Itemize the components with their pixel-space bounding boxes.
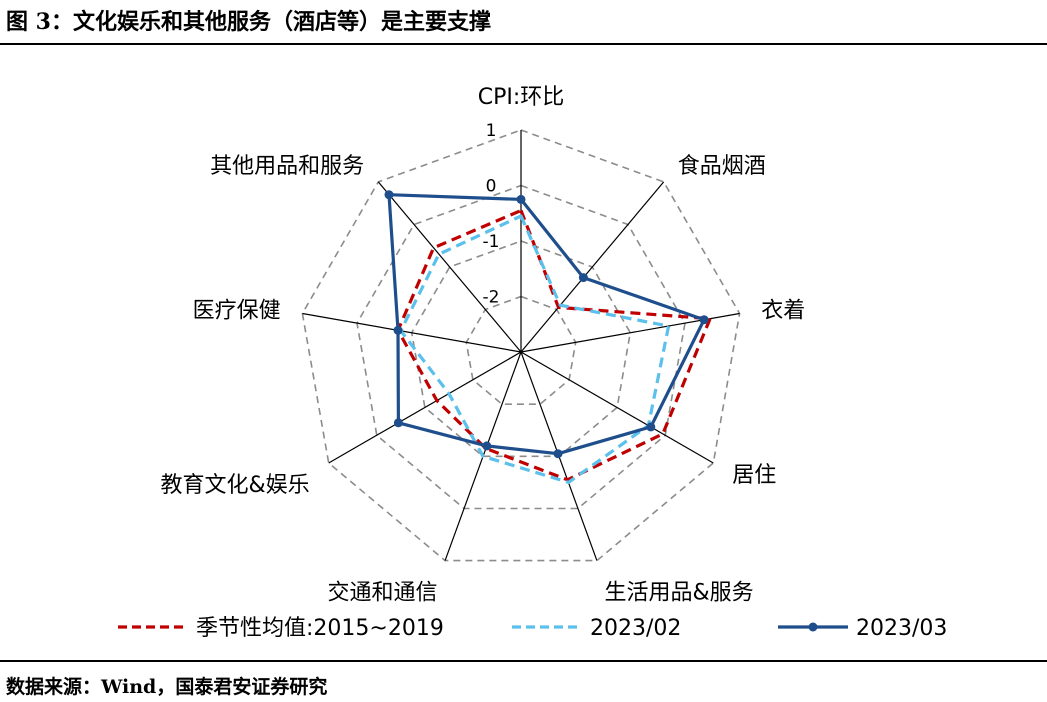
legend-label: 2023/03 <box>856 616 947 641</box>
series-2-point-3 <box>646 422 656 432</box>
tick-label: -1 <box>483 232 500 252</box>
grid-layer <box>301 129 741 562</box>
category-label: 衣着 <box>761 299 805 324</box>
series-2-point-2 <box>699 315 709 325</box>
series-2-point-7 <box>393 325 403 335</box>
spoke-3 <box>520 351 714 464</box>
series-2-point-8 <box>384 190 394 200</box>
series-2-point-0 <box>516 194 526 204</box>
bottom-rule <box>0 660 1047 662</box>
figure-title: 图 3：文化娱乐和其他服务（酒店等）是主要支撑 <box>6 9 491 35</box>
series-layer <box>384 190 712 484</box>
tick-layer: 1 0 -1 -2 <box>483 121 500 308</box>
legend: 季节性均值:2015~2019 2023/02 2023/03 <box>118 616 947 641</box>
source-note: 数据来源：Wind，国泰君安证券研究 <box>6 676 328 698</box>
series-line-1 <box>399 214 671 484</box>
spoke-8 <box>377 181 522 353</box>
series-2-point-1 <box>578 273 588 283</box>
top-rule <box>0 43 1047 45</box>
spoke-7 <box>302 312 522 353</box>
series-2-point-5 <box>482 441 492 451</box>
tick-label: 1 <box>486 121 497 141</box>
spoke-6 <box>328 351 522 464</box>
gridline-2 <box>410 240 632 458</box>
gridline-1 <box>356 184 686 510</box>
category-label: 其他用品和服务 <box>210 154 364 179</box>
series-line-0 <box>396 208 712 482</box>
category-label: CPI:环比 <box>478 85 565 110</box>
legend-label: 2023/02 <box>590 616 681 641</box>
category-label: 教育文化&娱乐 <box>161 473 310 498</box>
legend-label: 季节性均值:2015~2019 <box>196 616 444 641</box>
series-2-point-6 <box>393 418 403 428</box>
spoke-1 <box>520 181 665 353</box>
gridline-3 <box>465 295 577 406</box>
category-label: 医疗保健 <box>193 299 281 324</box>
category-label: 食品烟酒 <box>678 154 766 179</box>
category-label: 生活用品&服务 <box>605 580 754 605</box>
category-label: 交通和通信 <box>327 580 437 605</box>
series-2-point-4 <box>553 449 563 459</box>
category-label: 居住 <box>732 463 776 488</box>
tick-label: 0 <box>486 177 497 197</box>
legend-marker-2 <box>808 622 818 632</box>
series-line-2 <box>387 193 706 456</box>
tick-label: -2 <box>483 288 500 308</box>
